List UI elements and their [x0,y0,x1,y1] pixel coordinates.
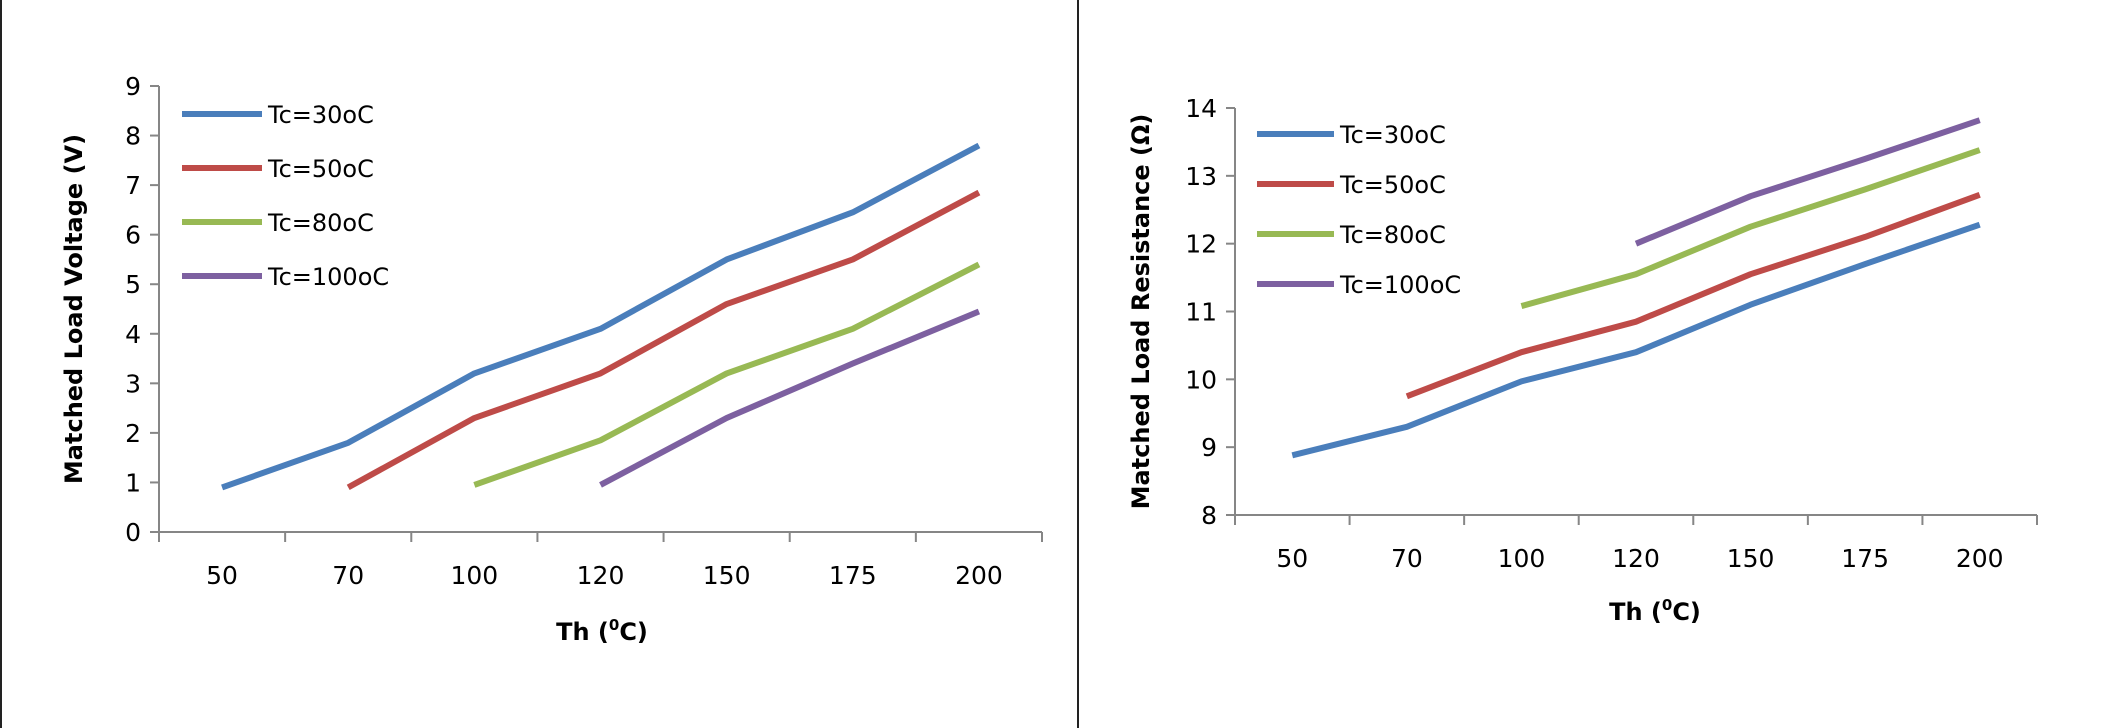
voltage-series-line-4 [599,308,981,488]
resistance-y-tick-label: 8 [1201,501,1217,530]
voltage-series-line-1 [221,142,981,491]
voltage-legend: Tc=30oC Tc=50oC Tc=80oC Tc=100oC [182,101,389,291]
voltage-x-tick-label: 50 [206,561,238,590]
resistance-y-tick-label: 12 [1185,230,1217,259]
resistance-x-tick-label: 120 [1612,544,1660,573]
voltage-y-tick-label: 9 [125,72,141,101]
resistance-y-tick-label: 14 [1185,94,1217,123]
voltage-y-tick-label: 1 [125,468,141,497]
resistance-series-line-4 [1634,117,1981,247]
resistance-chart-panel: 8 9 10 11 12 13 14 50 70 100 120 150 175 200 Matched L… [1077,0,2112,728]
resistance-x-axis-title: Th (0C) [1609,596,1701,626]
voltage-x-tick-label: 150 [703,561,751,590]
resistance-y-tick-label: 10 [1185,365,1217,394]
voltage-y-tick-label: 4 [125,320,141,349]
voltage-x-tick-label: 100 [450,561,498,590]
resistance-y-tick-label: 13 [1185,162,1217,191]
voltage-x-tick-label: 70 [332,561,364,590]
resistance-legend-label-2: Tc=50oC [1339,171,1446,199]
resistance-chart: 8 9 10 11 12 13 14 50 70 100 120 150 175 200 Matched L… [1127,94,2038,626]
voltage-chart: 0 1 2 3 4 5 6 7 8 9 50 70 100 120 150 175 200 Matched Loa… [60,72,1043,646]
voltage-y-tick-label: 7 [125,171,141,200]
voltage-x-axis-title: Th (0C) [556,616,648,646]
voltage-y-tick-label: 3 [125,369,141,398]
resistance-x-tick-label: 150 [1727,544,1775,573]
resistance-series-line-1 [1291,221,1981,459]
resistance-x-tick-label: 70 [1391,544,1423,573]
resistance-x-tick-label: 200 [1956,544,2004,573]
resistance-x-tick-label: 100 [1498,544,1546,573]
resistance-x-tick-label: 50 [1276,544,1308,573]
resistance-y-axis-title: Matched Load Resistance (Ω) [1127,114,1155,510]
voltage-x-tick-label: 175 [829,561,877,590]
voltage-legend-label-1: Tc=30oC [267,101,374,129]
voltage-x-tick-label: 120 [577,561,625,590]
resistance-series-line-2 [1405,192,1981,400]
voltage-legend-label-2: Tc=50oC [267,155,374,183]
voltage-y-tick-label: 6 [125,221,141,250]
voltage-chart-panel: 0 1 2 3 4 5 6 7 8 9 50 70 100 120 150 175 200 Matched Loa… [0,0,1079,728]
voltage-series-line-2 [346,189,981,491]
resistance-legend-label-1: Tc=30oC [1339,121,1446,149]
voltage-axes [150,85,1043,542]
voltage-x-tick-label: 200 [955,561,1003,590]
voltage-y-tick-label: 0 [125,518,141,547]
voltage-legend-label-3: Tc=80oC [267,209,374,237]
voltage-y-tick-label: 5 [125,270,141,299]
resistance-axes [1226,107,2038,525]
resistance-legend-label-4: Tc=100oC [1339,271,1461,299]
voltage-y-axis-title: Matched Load Voltage (V) [60,134,88,484]
voltage-y-tick-label: 8 [125,122,141,151]
voltage-y-tick-label: 2 [125,419,141,448]
voltage-series-line-3 [473,261,981,488]
resistance-legend: Tc=30oC Tc=50oC Tc=80oC Tc=100oC [1257,121,1461,299]
resistance-y-tick-label: 9 [1201,433,1217,462]
voltage-legend-label-4: Tc=100oC [267,263,389,291]
resistance-legend-label-3: Tc=80oC [1339,221,1446,249]
resistance-x-tick-label: 175 [1841,544,1889,573]
resistance-y-tick-label: 11 [1185,298,1217,327]
resistance-series-line-3 [1520,147,1981,309]
